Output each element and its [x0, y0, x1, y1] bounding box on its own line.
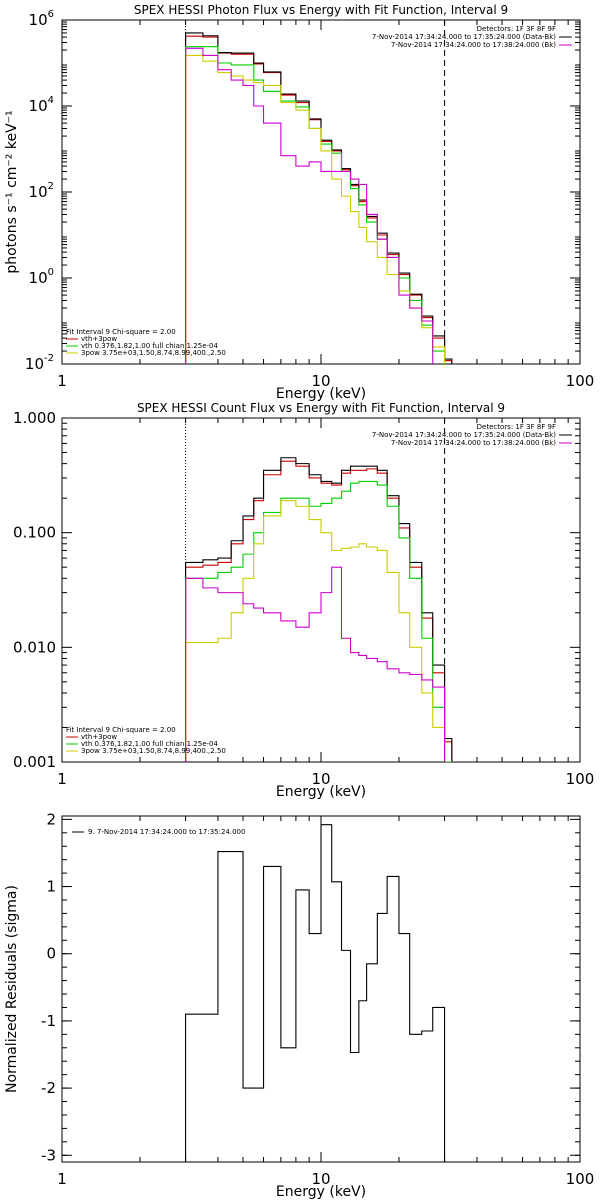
plot-area: [185, 20, 453, 364]
y-tick-label: 0.001: [13, 753, 56, 771]
x-tick-label: 100: [566, 1170, 595, 1188]
legend-line: vth+3pow: [81, 335, 117, 343]
x-tick-label: 1: [57, 372, 67, 390]
series-1-histogram: [185, 824, 446, 1162]
legend-line: 3pow 3.75e+03,1.50,8.74,8.99,400.,2.50: [81, 747, 226, 755]
legend-line: 9. 7-Nov-2014 17:34:24.000 to 17:35:24.0…: [88, 828, 245, 836]
legend-line: vth 0.376,1.82,1.00 full chian 1.25e-04: [81, 740, 219, 748]
x-axis: 1 10 100: [57, 418, 594, 788]
x-tick-label: 1: [57, 1170, 67, 1188]
legend-residuals: 9. 7-Nov-2014 17:34:24.000 to 17:35:24.0…: [72, 828, 245, 836]
legend-detectors: Detectors: 1F 3F 8F 9F7-Nov-2014 17:34:2…: [372, 423, 572, 447]
x-axis-label: Energy (keV): [276, 784, 366, 800]
y-tick-label: -3: [41, 1146, 56, 1164]
y-tick-label: 102: [29, 181, 54, 201]
legend-line: 3pow 3.75e+03,1.50,8.74,8.99,400.,2.50: [81, 349, 226, 357]
y-axis-label: Normalized Residuals (sigma): [4, 885, 20, 1093]
chart-title: SPEX HESSI Count Flux vs Energy with Fit…: [137, 401, 505, 415]
panel-3: 1 10 100 -3 -2 -1 0 1 2 Energy (keV) Normalized Re…: [4, 810, 594, 1200]
x-axis: 1 10 100: [57, 816, 594, 1188]
series-2-histogram: [185, 457, 453, 762]
x-tick-label: 10: [311, 1170, 330, 1188]
x-tick-label: 10: [311, 770, 330, 788]
x-axis: 1 10 100: [57, 20, 594, 390]
y-axis: 10-2 100 102 104 106: [25, 9, 580, 373]
y-tick-label: 0: [46, 945, 56, 963]
x-axis-label: Energy (keV): [276, 386, 366, 402]
y-axis-label: photons s⁻¹ cm⁻² keV⁻¹: [4, 110, 20, 273]
series-2-histogram: [185, 32, 453, 364]
legend-line: Detectors: 1F 3F 8F 9F: [477, 423, 556, 431]
x-axis-label: Energy (keV): [276, 1184, 366, 1200]
series-3-histogram: [185, 46, 446, 364]
legend-line: 7-Nov-2014 17:34:24.000 to 17:38:24.000 …: [391, 439, 556, 447]
panel-2: 1 10 100 0.001 0.010 0.100 1.000 SPEX HESSI Cou…: [13, 401, 594, 800]
y-tick-label: -1: [41, 1012, 56, 1030]
y-tick-label: 1: [46, 878, 56, 896]
panel-1: 1 10 100 10-2 100 102 104 106 SPEX HESSI Photon …: [4, 3, 594, 402]
y-axis: 0.001 0.010 0.100 1.000: [13, 409, 580, 771]
legend-line: 7-Nov-2014 17:34:24.000 to 17:35:24.000 …: [372, 33, 556, 41]
legend-line: vth 0.376,1.82,1.00 full chian 1.25e-04: [81, 342, 219, 350]
legend-fit: Fit Interval 9 Chi-square = 2.00vth+3pow…: [66, 328, 226, 357]
y-tick-label: -2: [41, 1079, 56, 1097]
legend-fit-header: Fit Interval 9 Chi-square = 2.00: [66, 726, 176, 734]
y-tick-label: 1.000: [13, 409, 56, 427]
plot-area: [185, 418, 453, 762]
y-axis: -3 -2 -1 0 1 2: [41, 810, 580, 1164]
chart-title: SPEX HESSI Photon Flux vs Energy with Fi…: [134, 3, 508, 17]
plot-area: [185, 824, 446, 1162]
plot-frame: [61, 19, 581, 365]
series-5-histogram: [185, 566, 446, 762]
y-tick-label: 100: [29, 267, 54, 287]
x-tick-label: 1: [57, 770, 67, 788]
y-tick-label: 10-2: [25, 353, 54, 373]
plot-frame: [61, 417, 581, 763]
y-tick-label: 104: [29, 95, 54, 115]
legend-line: 7-Nov-2014 17:34:24.000 to 17:35:24.000 …: [372, 431, 556, 439]
series-4-histogram: [185, 500, 446, 762]
series-1-histogram: [185, 460, 453, 762]
y-tick-label: 0.010: [13, 638, 56, 656]
x-tick-label: 100: [566, 770, 595, 788]
y-tick-label: 0.100: [13, 524, 56, 542]
y-tick-label: 106: [29, 9, 54, 29]
series-5-histogram: [185, 47, 434, 364]
x-tick-label: 10: [311, 372, 330, 390]
legend-detectors: Detectors: 1F 3F 8F 9F7-Nov-2014 17:34:2…: [372, 25, 572, 49]
legend-line: 7-Nov-2014 17:34:24.000 to 17:38:24.000 …: [391, 41, 556, 49]
x-tick-label: 100: [566, 372, 595, 390]
series-3-histogram: [185, 480, 453, 762]
legend-line: Detectors: 1F 3F 8F 9F: [477, 25, 556, 33]
legend-fit: Fit Interval 9 Chi-square = 2.00vth+3pow…: [66, 726, 226, 755]
legend-fit-header: Fit Interval 9 Chi-square = 2.00: [66, 328, 176, 336]
legend-line: vth+3pow: [81, 733, 117, 741]
y-tick-label: 2: [46, 810, 56, 828]
